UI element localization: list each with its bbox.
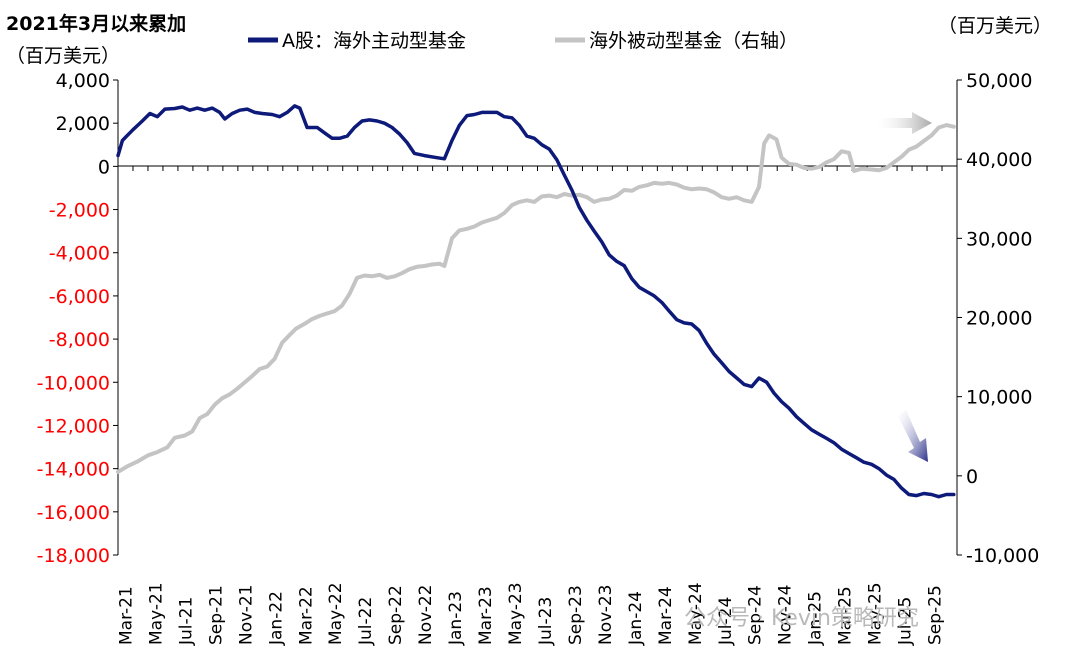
left-tick-label: -4,000 (49, 243, 110, 265)
right-tick-label: 50,000 (966, 70, 1032, 92)
legend-label-b: 海外被动型基金（右轴） (589, 30, 798, 52)
x-axis: Mar-21 May-21 Jul-21 Sep-21 Nov-21 Jan-22 Mar-… (116, 165, 958, 646)
x-tick-label: Nov-21 (236, 585, 256, 646)
left-tick-label: -8,000 (49, 329, 110, 351)
x-tick-label: Mar-21 (116, 586, 136, 645)
x-tick-label: Jul-23 (536, 597, 556, 646)
active-fund-line (116, 104, 956, 499)
right-axis: 50,000 40,000 30,000 20,000 10,000 0 -10,000 (956, 70, 1039, 567)
x-tick-label: May-21 (146, 582, 166, 645)
chart-title: 2021年3月以来累加 (6, 12, 186, 35)
plot-lines (116, 104, 956, 499)
x-tick-label: Sep-22 (386, 585, 406, 645)
x-tick-label: Nov-24 (776, 585, 796, 646)
right-axis-unit: （百万美元） (938, 15, 1052, 37)
x-tick-label: Mar-23 (476, 586, 496, 645)
left-tick-label: 4,000 (56, 70, 110, 92)
x-tick-label: Mar-24 (656, 586, 676, 645)
left-tick-label: -12,000 (37, 415, 110, 437)
arrow-down-annotation (898, 410, 928, 462)
legend-label-a: A股：海外主动型基金 (282, 30, 466, 52)
x-tick-label: Jan-22 (266, 591, 286, 646)
x-tick-label: May-22 (326, 582, 346, 645)
x-tick-label: Jul-25 (896, 597, 916, 646)
x-tick-label: May-25 (866, 582, 886, 645)
x-tick-label: May-23 (506, 582, 526, 645)
x-tick-label: Nov-22 (416, 585, 436, 646)
x-tick-label: Jul-21 (176, 597, 196, 646)
right-tick-label: 20,000 (966, 308, 1032, 330)
legend: A股：海外主动型基金 海外被动型基金（右轴） (248, 30, 798, 52)
x-tick-label: May-24 (686, 582, 706, 645)
left-tick-label: -10,000 (37, 372, 110, 394)
left-tick-label: -2,000 (49, 200, 110, 222)
left-tick-label: -16,000 (37, 502, 110, 524)
right-tick-label: 30,000 (966, 228, 1032, 250)
left-tick-label: -14,000 (37, 459, 110, 481)
x-tick-label: Mar-25 (836, 586, 856, 645)
x-tick-label: Mar-22 (296, 586, 316, 645)
watermark: 公众号 · Kevin策略研究 (684, 606, 919, 631)
x-tick-label: Jan-24 (626, 591, 646, 646)
right-tick-label: 40,000 (966, 149, 1032, 171)
x-tick-label: Jul-24 (716, 597, 736, 646)
x-tick-label: Jan-23 (446, 591, 466, 646)
left-tick-label: -6,000 (49, 286, 110, 308)
left-tick-label: -18,000 (37, 545, 110, 567)
right-tick-label: 0 (966, 466, 978, 488)
x-tick-label: Sep-23 (566, 585, 586, 645)
left-axis-unit: （百万美元） (6, 45, 120, 67)
x-tick-label: Sep-25 (926, 585, 946, 645)
x-tick-label: Sep-21 (206, 585, 226, 645)
left-tick-label: 0 (98, 156, 110, 178)
right-tick-label: -10,000 (966, 545, 1039, 567)
x-tick-label: Nov-23 (596, 585, 616, 646)
passive-fund-line (116, 123, 956, 474)
left-tick-label: 2,000 (56, 113, 110, 135)
left-axis: 4,000 2,000 0 -2,000 -4,000 -6,000 -8,000 -10,0… (37, 70, 119, 567)
x-tick-label: Jan-25 (806, 591, 826, 646)
x-tick-label: Sep-24 (746, 585, 766, 645)
arrow-right-annotation (878, 112, 932, 134)
right-tick-label: 10,000 (966, 387, 1032, 409)
x-tick-label: Jul-22 (356, 597, 376, 646)
